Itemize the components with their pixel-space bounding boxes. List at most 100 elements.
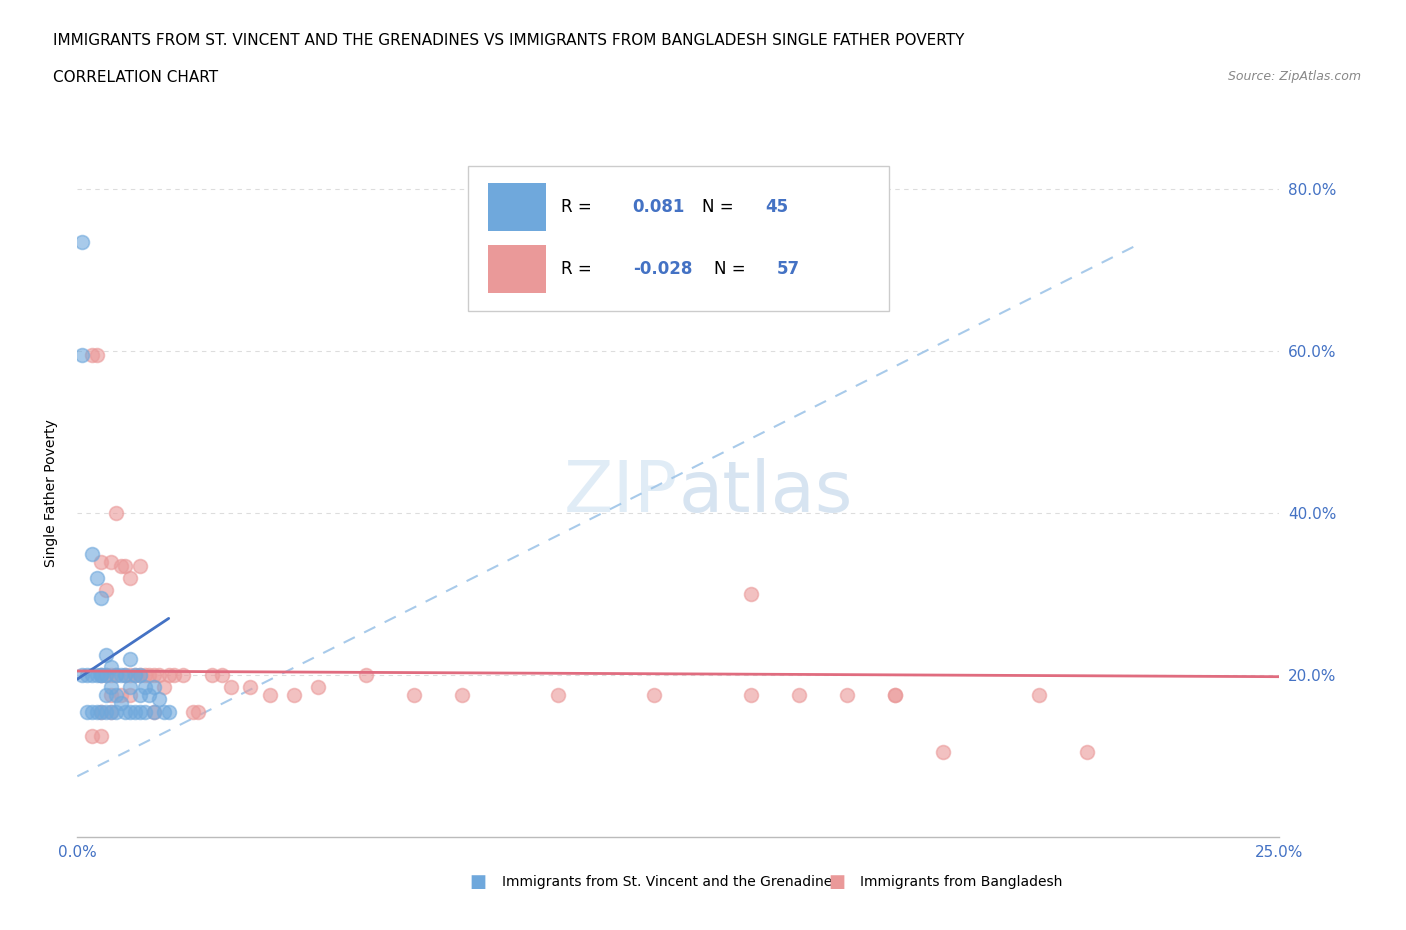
Point <box>134 704 156 719</box>
Point <box>80 728 103 743</box>
Point <box>100 554 122 569</box>
Point <box>883 688 905 703</box>
Point <box>120 688 142 703</box>
Point <box>104 688 127 703</box>
FancyBboxPatch shape <box>468 166 889 311</box>
Point <box>138 668 160 683</box>
Point <box>110 668 132 683</box>
Point <box>402 688 425 703</box>
Point <box>90 728 112 743</box>
Point <box>787 688 810 703</box>
Point <box>740 688 762 703</box>
Point <box>96 688 118 703</box>
Text: Immigrants from Bangladesh: Immigrants from Bangladesh <box>860 874 1063 889</box>
Point <box>86 570 108 585</box>
Point <box>219 680 242 695</box>
Point <box>80 704 103 719</box>
Point <box>86 348 108 363</box>
Point <box>143 704 166 719</box>
Point <box>153 704 176 719</box>
Point <box>143 668 166 683</box>
Text: ■: ■ <box>470 872 486 891</box>
Point <box>110 558 132 573</box>
Point <box>100 680 122 695</box>
Text: Source: ZipAtlas.com: Source: ZipAtlas.com <box>1227 70 1361 83</box>
Point <box>120 704 142 719</box>
Point <box>90 668 112 683</box>
Point <box>128 704 150 719</box>
Y-axis label: Single Father Poverty: Single Father Poverty <box>44 418 58 567</box>
Point <box>100 704 122 719</box>
FancyBboxPatch shape <box>488 246 546 293</box>
Point <box>114 704 136 719</box>
Point <box>740 587 762 602</box>
Point <box>90 704 112 719</box>
Point <box>96 582 118 597</box>
Point <box>835 688 858 703</box>
Point <box>96 704 118 719</box>
Text: Immigrants from St. Vincent and the Grenadines: Immigrants from St. Vincent and the Gren… <box>502 874 839 889</box>
Point <box>239 680 262 695</box>
Point <box>90 704 112 719</box>
Point <box>90 554 112 569</box>
Point <box>128 558 150 573</box>
Point <box>128 688 150 703</box>
Point <box>96 668 118 683</box>
Point <box>172 668 194 683</box>
Point <box>114 668 136 683</box>
Text: N =: N = <box>714 260 751 278</box>
Point <box>162 668 184 683</box>
Point <box>643 688 665 703</box>
Text: R =: R = <box>561 260 596 278</box>
Point <box>96 668 118 683</box>
Point <box>143 680 166 695</box>
Point <box>76 668 98 683</box>
Point <box>120 680 142 695</box>
Point <box>104 668 127 683</box>
Text: 45: 45 <box>765 198 789 217</box>
Point <box>153 680 176 695</box>
Text: CORRELATION CHART: CORRELATION CHART <box>53 70 218 85</box>
Point <box>70 668 93 683</box>
Text: atlas: atlas <box>679 458 853 527</box>
Point <box>86 668 108 683</box>
Point <box>110 696 132 711</box>
Point <box>354 668 377 683</box>
Point <box>932 745 955 760</box>
Point <box>143 704 166 719</box>
Point <box>157 704 180 719</box>
Text: ZIP: ZIP <box>564 458 679 527</box>
Point <box>100 704 122 719</box>
Point <box>128 668 150 683</box>
Point <box>148 668 170 683</box>
Point <box>110 688 132 703</box>
Point <box>90 591 112 605</box>
Point <box>283 688 305 703</box>
Point <box>124 704 146 719</box>
Point <box>80 668 103 683</box>
FancyBboxPatch shape <box>488 183 546 232</box>
Point <box>104 506 127 521</box>
Point <box>211 668 233 683</box>
Point <box>1076 745 1098 760</box>
Point <box>187 704 209 719</box>
Point <box>547 688 569 703</box>
Text: 57: 57 <box>778 260 800 278</box>
Text: IMMIGRANTS FROM ST. VINCENT AND THE GRENADINES VS IMMIGRANTS FROM BANGLADESH SIN: IMMIGRANTS FROM ST. VINCENT AND THE GREN… <box>53 33 965 47</box>
Point <box>86 704 108 719</box>
Point <box>134 680 156 695</box>
Point <box>90 668 112 683</box>
Text: 0.081: 0.081 <box>633 198 685 217</box>
Point <box>114 668 136 683</box>
Point <box>104 668 127 683</box>
Text: ■: ■ <box>828 872 845 891</box>
Point <box>201 668 224 683</box>
Point <box>100 659 122 674</box>
Point <box>1028 688 1050 703</box>
Text: R =: R = <box>561 198 596 217</box>
Point <box>120 570 142 585</box>
Point <box>96 647 118 662</box>
Point <box>307 680 329 695</box>
Point <box>100 688 122 703</box>
Point <box>124 668 146 683</box>
